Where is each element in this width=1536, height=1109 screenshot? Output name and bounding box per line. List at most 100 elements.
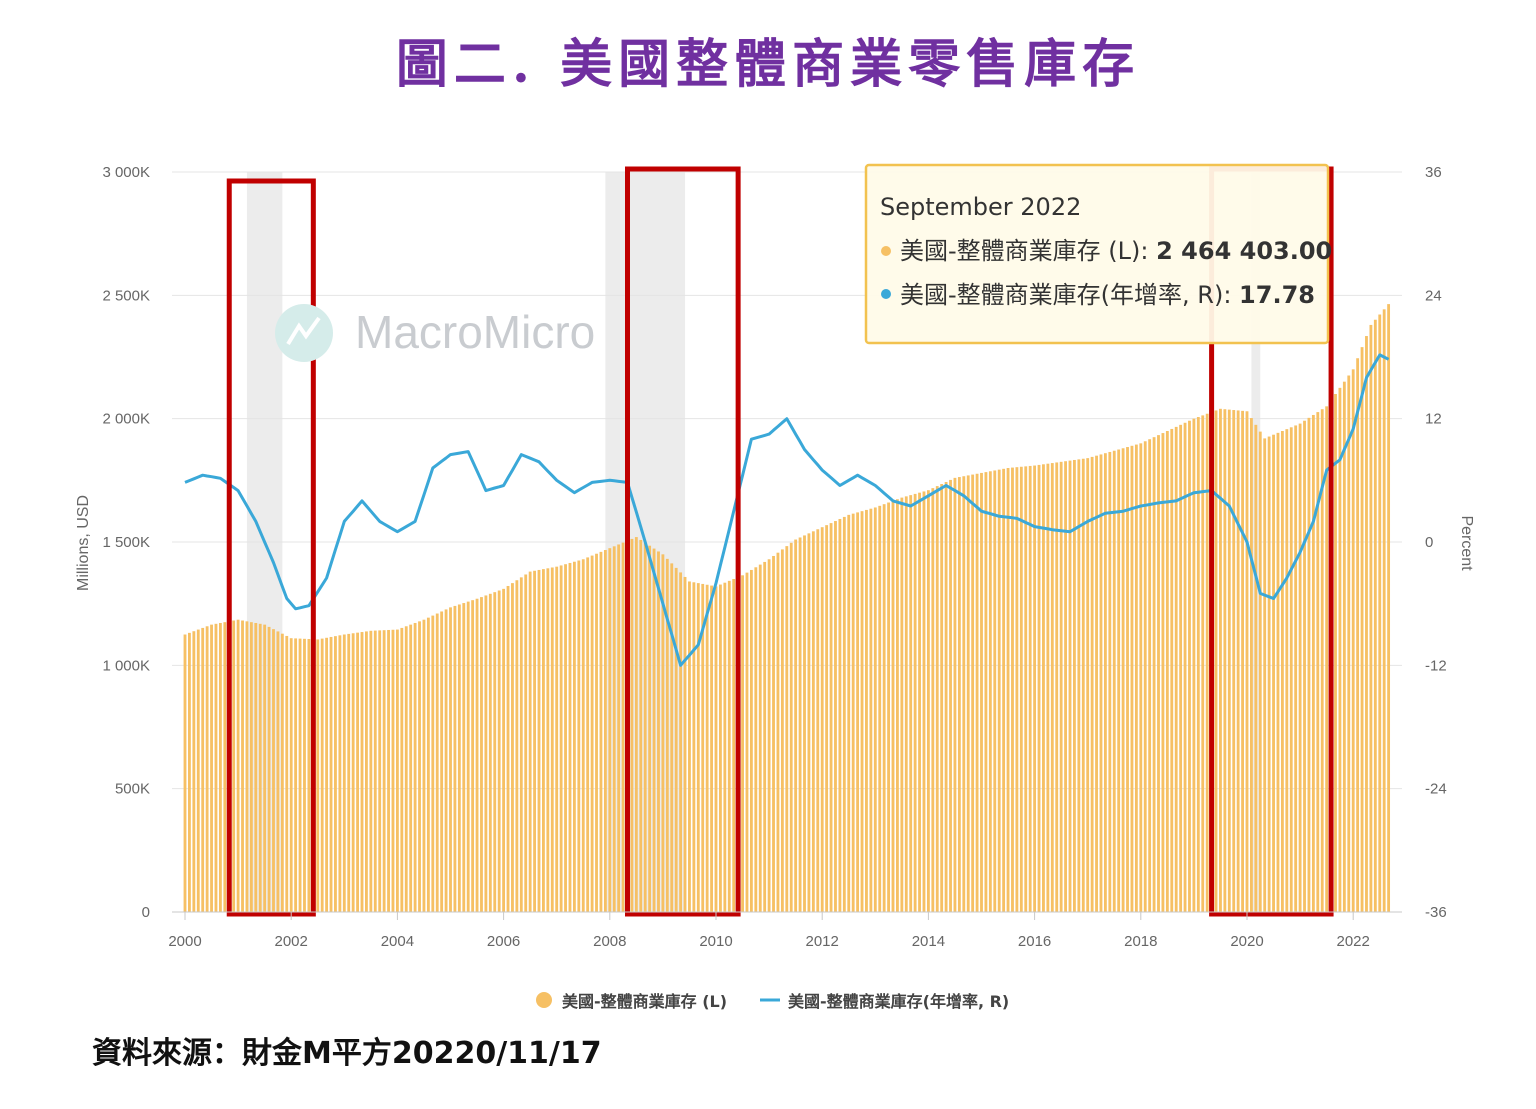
x-tick-label: 2022 <box>1337 933 1370 950</box>
bar <box>878 505 882 912</box>
bar <box>807 533 811 912</box>
bar <box>1263 438 1267 912</box>
bar <box>201 627 205 912</box>
bar <box>1028 465 1032 912</box>
bar-series <box>183 304 1391 913</box>
macromicro-logo-icon <box>275 304 333 362</box>
bar <box>727 580 731 912</box>
bar <box>639 539 643 912</box>
bar <box>608 548 612 912</box>
bar <box>1112 450 1116 912</box>
bar <box>511 583 514 912</box>
tooltip-series-line: 美國-整體商業庫存(年增率, R) <box>900 281 1223 309</box>
bar <box>842 516 846 912</box>
bar <box>537 569 541 912</box>
bar <box>471 600 475 912</box>
bar <box>440 611 444 912</box>
bar <box>1311 414 1315 912</box>
bar <box>369 630 373 912</box>
y-left-tick-label: 2 000K <box>102 411 150 428</box>
legend-label-line[interactable]: 美國-整體商業庫存(年增率, R) <box>788 992 1009 1011</box>
bar <box>603 550 607 912</box>
x-tick-label: 2012 <box>806 933 839 950</box>
bar <box>1245 411 1249 912</box>
bar <box>542 569 545 912</box>
bar <box>1183 422 1187 912</box>
bar <box>1325 406 1329 912</box>
bar <box>1280 431 1284 912</box>
y-axis-right: -36 -24 -12 0 12 24 36 <box>1425 164 1447 921</box>
bar <box>785 546 789 912</box>
bar <box>413 622 417 912</box>
bar <box>564 564 567 912</box>
bar <box>1006 468 1010 912</box>
tooltip-date: September 2022 <box>880 193 1081 221</box>
tooltip-value-line: 17.78 <box>1239 281 1315 309</box>
bar <box>210 624 213 912</box>
bar <box>882 504 886 912</box>
bar <box>705 584 709 912</box>
bar <box>395 629 399 912</box>
highlight-box-1 <box>625 166 741 917</box>
bar <box>763 561 767 912</box>
bar <box>688 581 691 912</box>
y-left-tick-label: 0 <box>142 904 150 921</box>
legend[interactable]: 美國-整體商業庫存 (L) 美國-整體商業庫存(年增率, R) <box>536 992 1009 1011</box>
x-tick-label: 2004 <box>381 933 414 950</box>
bar <box>825 525 829 912</box>
bar <box>851 513 855 912</box>
bar <box>1188 420 1191 912</box>
bar <box>887 502 890 912</box>
bar <box>276 631 280 912</box>
bar <box>634 537 638 912</box>
bar <box>214 623 218 912</box>
bar <box>232 620 236 912</box>
bar <box>1351 369 1355 912</box>
bar <box>351 633 355 912</box>
bar <box>280 633 284 912</box>
bar <box>1387 304 1391 913</box>
bar <box>533 570 536 912</box>
bar <box>1179 424 1183 912</box>
bar <box>820 527 824 912</box>
y-right-tick-label: -12 <box>1425 657 1447 674</box>
bar <box>453 605 457 912</box>
bar <box>798 537 802 912</box>
bar <box>577 560 581 912</box>
bar <box>1258 431 1262 912</box>
y-right-tick-label: 36 <box>1425 164 1442 181</box>
bar <box>1108 451 1112 912</box>
bar <box>1285 429 1289 912</box>
bar <box>935 486 939 912</box>
bar <box>373 630 377 912</box>
bar <box>303 638 306 912</box>
tooltip-box <box>864 163 1330 345</box>
bar <box>834 521 837 912</box>
bar <box>1267 436 1271 912</box>
bar <box>1334 394 1337 912</box>
bar <box>1201 415 1205 912</box>
x-tick-label: 2010 <box>699 933 732 950</box>
bar <box>758 564 762 912</box>
x-tick-label: 2008 <box>593 933 626 950</box>
bar <box>480 597 483 912</box>
bar <box>1130 445 1134 912</box>
bar <box>767 559 771 912</box>
bar <box>984 472 988 912</box>
bar <box>338 635 342 912</box>
bar <box>555 566 559 912</box>
x-tick-label: 2020 <box>1230 933 1263 950</box>
bar <box>1117 449 1121 912</box>
bar <box>922 491 926 912</box>
bar <box>342 634 346 912</box>
bar <box>630 538 634 912</box>
bar <box>298 638 302 912</box>
bar <box>1373 319 1377 912</box>
bar <box>926 490 930 912</box>
bar <box>1139 443 1143 912</box>
bar <box>205 626 209 912</box>
bar <box>334 636 337 912</box>
bar <box>1081 458 1085 912</box>
legend-label-bars[interactable]: 美國-整體商業庫存 (L) <box>562 992 727 1011</box>
bar <box>1174 426 1178 912</box>
